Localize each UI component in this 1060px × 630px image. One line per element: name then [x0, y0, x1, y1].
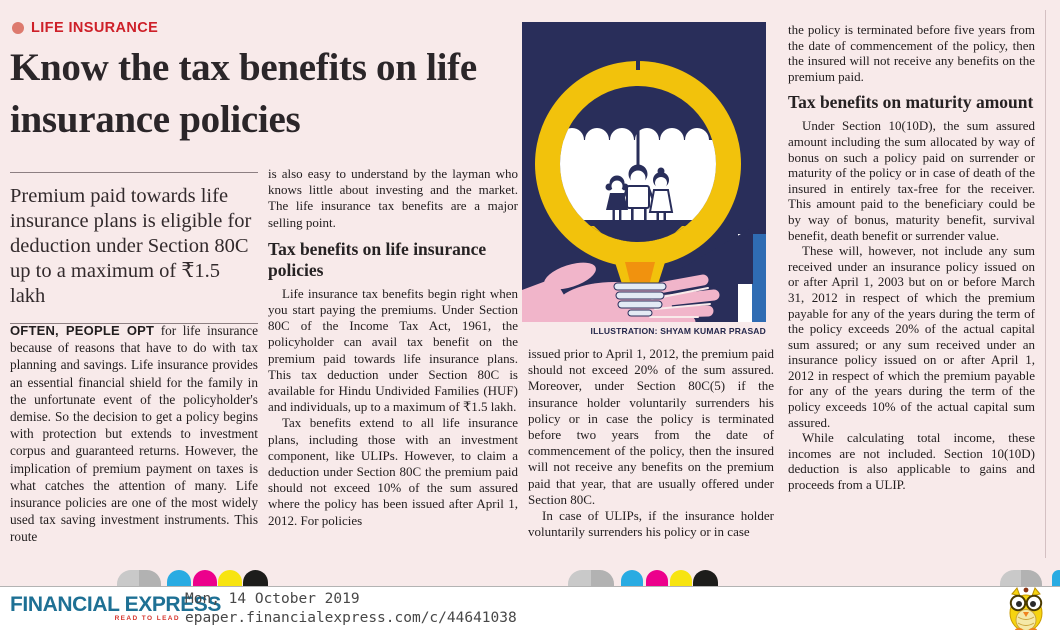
paragraph: In case of ULIPs, if the insurance holde…: [528, 508, 774, 540]
body-column-1: OFTEN, PEOPLE OPT for life insurance bec…: [10, 322, 258, 550]
bulb-screw-base: [613, 282, 667, 317]
subhead-tax-benefits-maturity: Tax benefits on maturity amount: [788, 92, 1034, 113]
blue-stripe: [752, 234, 766, 322]
section-kicker: LIFE INSURANCE: [12, 20, 158, 36]
epaper-url-link[interactable]: epaper.financialexpress.com/c/44641038: [185, 610, 517, 626]
registration-mark-magenta: [193, 570, 217, 586]
paragraph: the policy is terminated before five yea…: [788, 22, 1035, 84]
registration-mark-black: [243, 570, 268, 586]
body-column-4: the policy is terminated before five yea…: [788, 22, 1035, 550]
subhead-tax-benefits-policies: Tax benefits on life insurance policies: [268, 238, 487, 280]
paragraph: Tax benefits extend to all life insuranc…: [268, 415, 518, 528]
paragraph: Under Section 10(10D), the sum assured a…: [788, 118, 1035, 243]
registration-mark-yellow: [670, 570, 692, 586]
filament: [625, 262, 655, 282]
body-column-3: issued prior to April 1, 2012, the premi…: [528, 346, 774, 550]
page-edge-rule: [1045, 10, 1046, 558]
paragraph-text: for life insurance because of reasons th…: [10, 323, 258, 545]
illustration-svg: [522, 22, 766, 322]
epaper-footer: FINANCIAL EXPRESS READ TO LEAD Mon, 14 O…: [0, 586, 1060, 630]
paragraph: These will, however, not include any sum…: [788, 243, 1035, 430]
kicker-dot-icon: [12, 22, 24, 34]
registration-mark-cyan: [621, 570, 643, 586]
paragraph: OFTEN, PEOPLE OPT for life insurance bec…: [10, 322, 258, 546]
family-figures: [605, 164, 674, 222]
edition-date: Mon, 14 October 2019: [185, 591, 360, 607]
edition-meta: Mon, 14 October 2019 epaper.financialexp…: [185, 590, 517, 628]
family-bulb-illustration: [522, 22, 766, 322]
registration-mark-magenta: [646, 570, 668, 586]
owl-mascot-icon: [1004, 586, 1048, 630]
registration-mark-cyan: [167, 570, 191, 586]
brand-tagline: READ TO LEAD: [114, 615, 180, 622]
brand-name: FINANCIAL EXPRESS: [10, 593, 222, 616]
lead-in-text: OFTEN, PEOPLE OPT: [10, 323, 155, 338]
registration-mark-yellow: [218, 570, 242, 586]
umbrella-pole: [636, 122, 640, 184]
registration-mark-gray: [1000, 570, 1042, 586]
lightbulb: [535, 52, 753, 284]
financial-express-logo: FINANCIAL EXPRESS READ TO LEAD: [10, 593, 222, 622]
registration-mark-gray: [568, 570, 614, 586]
kicker-label: LIFE INSURANCE: [31, 20, 159, 36]
registration-mark-cyan: [1052, 570, 1060, 586]
paragraph: Life insurance tax benefits begin right …: [268, 285, 518, 415]
article-standfirst: Premium paid towards life insurance plan…: [10, 172, 258, 324]
paragraph: is also easy to understand by the layman…: [268, 166, 518, 230]
paragraph: issued prior to April 1, 2012, the premi…: [528, 346, 774, 507]
article-headline: Know the tax benefits on life insurance …: [10, 46, 477, 141]
body-column-2: is also easy to understand by the layman…: [268, 166, 518, 550]
umbrella-tip: [636, 52, 640, 70]
registration-mark-gray: [117, 570, 161, 586]
paragraph: While calculating total income, these in…: [788, 430, 1035, 493]
registration-mark-black: [693, 570, 718, 586]
illustration-caption: ILLUSTRATION: SHYAM KUMAR PRASAD: [590, 326, 766, 336]
